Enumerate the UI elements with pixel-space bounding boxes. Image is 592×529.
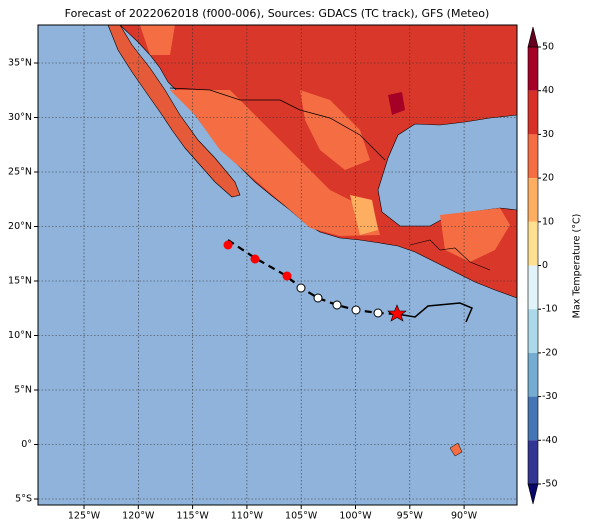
colorbar-segment [528,396,538,441]
latitude-label: 25°N [8,167,32,178]
storm-marker [373,308,383,318]
longitude-label: 95°W [397,511,424,522]
latitude-label: 5°S [15,494,32,505]
colorbar-tick-label: -30 [542,391,558,402]
map-title: Forecast of 2022062018 (f000-006), Sourc… [65,7,490,20]
temperature-region [300,90,370,170]
colorbar-extension [527,483,539,505]
colorbar-segment [528,265,538,310]
longitude-label: 100°W [339,511,372,522]
latitude-label: 10°N [8,330,32,341]
storm-marker [296,283,306,293]
colorbar-segment [528,47,538,91]
storm-marker [313,293,323,303]
temperature-region [170,90,380,236]
longitude-label: 115°W [176,511,209,522]
current-position [387,304,407,322]
border [169,87,386,161]
colorbar-segment [528,440,538,484]
longitude-label: 110°W [231,511,264,522]
colorbar-label: Max Temperature (°C) [572,214,583,319]
storm-marker [282,271,292,281]
latitude-label: 35°N [8,58,32,69]
colorbar: 50 40 30 20 10 0 -10 -20 -30 -40 -50 [527,26,558,505]
colorbar-tick-label: -40 [542,435,558,446]
forecast-track [227,239,398,316]
colorbar-tick-label: 50 [542,42,554,53]
map-frame [37,24,518,506]
colorbar-segment [528,134,538,179]
map-area [37,24,518,506]
colorbar-tick-label: -10 [542,304,558,315]
longitude-label: 105°W [285,511,318,522]
longitude-label: 120°W [122,511,155,522]
colorbar-tick-label: -50 [542,479,558,490]
latitude-label: 5°N [14,385,32,396]
storm-marker [223,240,233,250]
colorbar-extension [527,26,539,48]
colorbar-segment [528,352,538,397]
latitude-label: 20°N [8,221,32,232]
storm-markers [223,240,407,322]
border [409,239,491,271]
temperature-region [140,25,175,55]
colorbar-segment [528,178,538,222]
colorbar-segment [528,309,538,353]
colorbar-tick-label: -20 [542,347,558,358]
temperature-region [440,208,510,262]
colorbar-segment [528,221,538,266]
temperature-region [350,195,378,235]
temperature-region [388,92,405,115]
longitude-label: 125°W [68,511,101,522]
colorbar-tick-label: 10 [542,216,554,227]
storm-marker [250,254,260,264]
colorbar-segment [528,90,538,135]
latitude-label: 15°N [8,276,32,287]
latitude-label: 0° [21,439,32,450]
colorbar-tick-label: 20 [542,173,554,184]
storm-marker [351,305,361,315]
storm-marker [332,300,342,310]
colorbar-tick-label: 40 [542,85,554,96]
past-track [396,302,473,323]
graticule [38,25,517,505]
colorbar-tick-label: 0 [542,260,548,271]
latitude-label: 30°N [8,112,32,123]
peninsula [107,24,241,198]
longitude-label: 90°W [451,511,478,522]
colorbar-tick-label: 30 [542,129,554,140]
